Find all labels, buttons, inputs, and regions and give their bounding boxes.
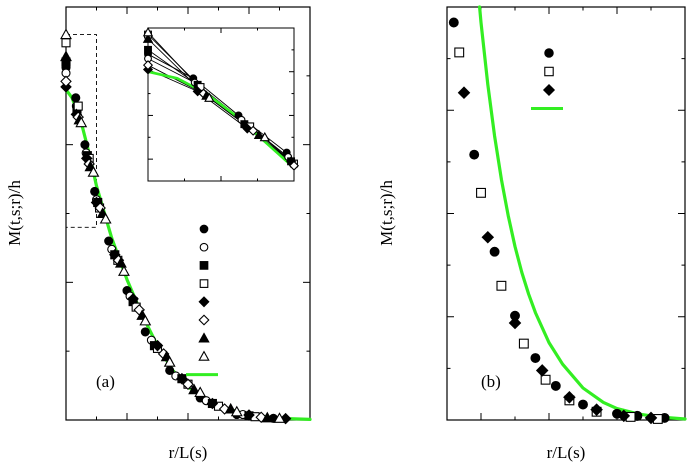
legend-marker	[542, 83, 556, 97]
data-point	[188, 383, 201, 395]
data-point	[644, 411, 658, 425]
data-point	[99, 212, 112, 224]
data-point	[151, 339, 164, 352]
inset-plot-area	[142, 26, 300, 171]
legend-marker	[544, 66, 554, 77]
data-point	[71, 93, 81, 103]
data-point	[454, 47, 465, 58]
data-point	[104, 236, 114, 246]
data-point	[60, 50, 72, 62]
panel-a: r/L(s) M(t,s;r)/h (a)	[5, 6, 312, 462]
panel-b-axes	[447, 6, 686, 421]
data-point	[61, 38, 71, 48]
legend-marker	[199, 242, 209, 252]
data-point	[206, 397, 219, 410]
panel-a-xlabel: r/L(s)	[169, 443, 208, 462]
data-point	[80, 140, 90, 150]
data-point	[142, 33, 154, 43]
panel-b-xlabel: r/L(s)	[547, 443, 586, 462]
data-point	[496, 280, 507, 291]
data-point	[118, 265, 130, 276]
legend-marker	[198, 332, 210, 343]
data-point	[142, 60, 154, 71]
data-point	[617, 409, 631, 423]
data-point	[481, 230, 495, 244]
data-point	[469, 149, 480, 160]
series-line-eps0	[478, 5, 687, 421]
data-point	[288, 160, 300, 171]
data-point	[224, 402, 237, 414]
data-point	[448, 17, 459, 28]
panel-b-legend	[531, 48, 563, 110]
data-point	[114, 256, 127, 268]
panel-b-frame	[446, 6, 686, 421]
data-point	[457, 86, 471, 99]
data-point	[144, 45, 152, 54]
data-point	[127, 293, 139, 305]
data-point	[140, 327, 150, 337]
panel-b-panel-label: (b)	[481, 372, 501, 391]
legend-marker	[198, 296, 210, 308]
data-point	[87, 166, 100, 177]
panel-a-panel-label: (a)	[96, 372, 115, 391]
data-point	[230, 405, 243, 417]
data-point	[508, 316, 522, 330]
data-point	[590, 403, 603, 416]
data-point	[75, 116, 88, 128]
data-point	[204, 92, 215, 102]
panel-b-ylabel: M(t,s;r)/h	[377, 180, 396, 246]
data-point	[489, 246, 500, 257]
data-point	[142, 26, 154, 37]
data-point	[578, 399, 588, 410]
data-point	[259, 131, 270, 142]
inset-region-box	[65, 34, 97, 228]
legend-marker	[198, 314, 210, 326]
data-point	[60, 75, 72, 88]
panel-a-inset	[142, 26, 300, 182]
data-point	[530, 353, 541, 363]
data-point	[139, 314, 152, 326]
data-point	[540, 374, 551, 385]
data-point	[90, 186, 100, 197]
data-point	[476, 187, 486, 198]
panel-b: r/L(s) M(t,s;r)/h (b)	[377, 5, 687, 462]
data-point	[194, 386, 207, 398]
data-point	[535, 364, 549, 377]
panel-b-plot-area	[448, 5, 687, 425]
data-point	[273, 412, 286, 423]
data-point	[550, 380, 561, 391]
series-line-eps0	[146, 70, 296, 170]
data-point	[163, 356, 176, 367]
data-point	[518, 338, 529, 349]
legend-marker	[544, 48, 554, 58]
legend-marker	[199, 261, 209, 270]
panel-a-legend	[186, 224, 218, 377]
legend-marker	[199, 224, 209, 234]
panel-a-plot-area	[60, 28, 312, 425]
data-point	[182, 378, 194, 390]
data-point	[73, 101, 83, 111]
legend-marker	[198, 350, 210, 361]
legend-marker	[199, 279, 209, 288]
panel-a-ylabel: M(t,s;r)/h	[5, 180, 24, 246]
data-point	[261, 411, 274, 423]
data-point	[243, 409, 255, 421]
data-point	[563, 391, 576, 404]
data-point	[248, 125, 259, 136]
data-point	[176, 372, 188, 385]
data-point	[60, 28, 72, 40]
data-point	[253, 129, 265, 140]
